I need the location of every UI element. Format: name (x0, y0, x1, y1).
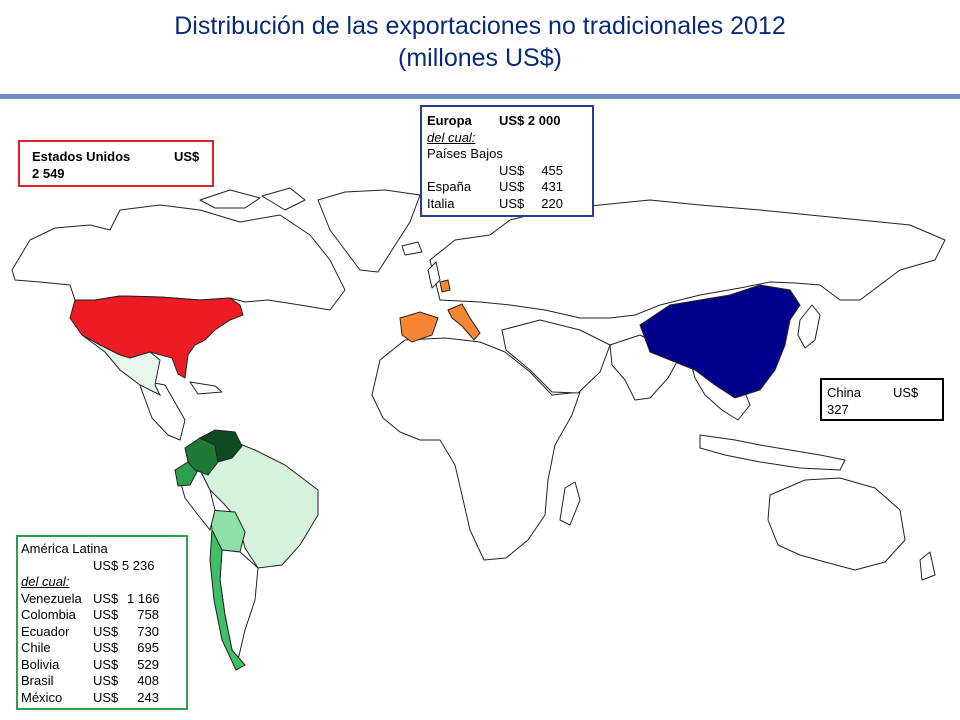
region-australia (767, 477, 906, 571)
region-mexico (81, 334, 162, 397)
china-label: China (827, 385, 861, 400)
usa-value: 2 549 (32, 165, 65, 181)
china-value: 327 (827, 401, 849, 417)
region-italy (447, 303, 481, 341)
europe-country-value: 455 (541, 162, 563, 178)
latam-country-name: Ecuador (21, 623, 70, 639)
region-china (639, 284, 801, 399)
europe-total: US$ 2 000 (499, 113, 561, 128)
latam-country-currency: US$ (93, 673, 119, 688)
region-venezuela (198, 429, 243, 463)
latam-country-name: Chile (21, 640, 51, 655)
region-chile (209, 528, 246, 671)
latam-country-currency: US$ (93, 623, 119, 639)
title-divider (0, 94, 960, 99)
latam-country-name: Venezuela (21, 590, 82, 606)
usa-label: Estados Unidos (32, 149, 131, 164)
europe-country-value: 220 (541, 195, 563, 211)
latam-country-currency: US$ (93, 640, 119, 655)
latam-country-name: México (21, 689, 63, 705)
latam-country-currency: US$ (93, 689, 119, 705)
title-line-2: (millones US$) (398, 44, 562, 72)
europe-callout: Europa US$ 2 000 del cual: Países Bajos … (420, 105, 594, 217)
region-canada (11, 204, 346, 311)
region-eurasia (429, 199, 946, 319)
latin-america-callout: América Latina US$ 5 236 del cual: Venez… (16, 535, 188, 710)
europe-country-currency: US$ (499, 179, 525, 194)
usa-currency: US$ (174, 149, 200, 164)
latam-country-name: Bolivia (21, 656, 60, 672)
europe-label: Europa (427, 113, 472, 128)
world-map (11, 187, 946, 671)
europe-country-currency: US$ (499, 162, 525, 178)
europe-country-name: Países Bajos (427, 146, 503, 161)
latam-country-value: 408 (137, 673, 159, 688)
latam-country-value: 758 (137, 607, 159, 622)
region-netherlands (439, 279, 451, 293)
latam-country-currency: US$ (93, 590, 119, 606)
europe-country-currency: US$ (499, 195, 525, 211)
china-callout: China US$ 327 (820, 378, 944, 421)
latam-country-value: 1 166 (127, 590, 160, 606)
europe-subheading: del cual: (427, 129, 476, 145)
region-brasil (199, 439, 319, 569)
region-greenland (317, 189, 421, 273)
latam-country-name: Brasil (21, 673, 54, 688)
page-title: Distribución de las exportaciones no tra… (0, 10, 960, 74)
latam-subheading: del cual: (21, 574, 70, 589)
latam-country-value: 529 (137, 656, 159, 672)
latam-country-name: Colombia (21, 607, 76, 622)
europe-country-name: Italia (427, 195, 455, 211)
title-line-1: Distribución de las exportaciones no tra… (174, 12, 786, 40)
china-currency: US$ (893, 385, 919, 400)
latam-country-value: 243 (137, 689, 159, 705)
region-africa (371, 337, 581, 561)
latam-country-currency: US$ (93, 656, 119, 672)
latam-country-value: 695 (137, 640, 159, 655)
europe-country-name: España (427, 179, 472, 194)
latam-label: América Latina (21, 541, 108, 556)
latam-country-value: 730 (137, 623, 159, 639)
latam-total: US$ 5 236 (93, 557, 155, 573)
region-spain (399, 311, 439, 343)
usa-callout: Estados Unidos US$ 2 549 (18, 140, 214, 187)
region-ecuador (174, 461, 199, 487)
latam-country-currency: US$ (93, 607, 119, 622)
europe-country-value: 431 (541, 179, 563, 194)
